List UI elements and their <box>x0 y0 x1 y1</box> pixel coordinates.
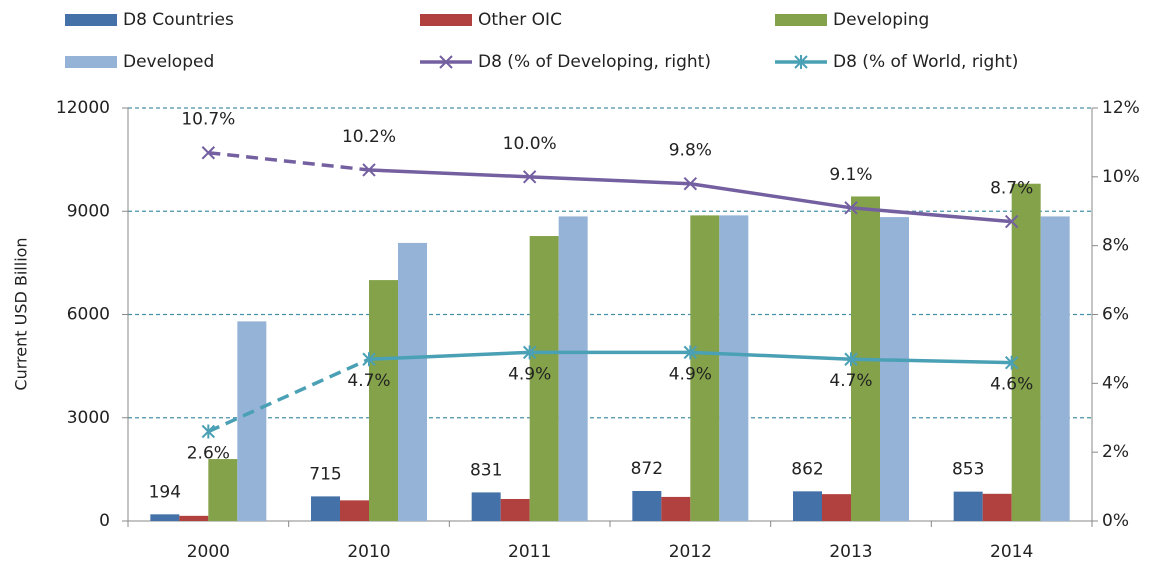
data-label: 4.9% <box>508 364 551 384</box>
y-tick-label: 3000 <box>67 408 110 428</box>
bar <box>150 514 180 521</box>
data-label: 4.9% <box>669 364 712 384</box>
data-label: 4.6% <box>990 375 1033 395</box>
legend-label: Developed <box>123 52 214 72</box>
x-tick-label: 2014 <box>990 542 1033 562</box>
legend-swatch <box>775 14 827 26</box>
line-segment <box>850 357 1012 365</box>
legend-swatch <box>65 14 117 26</box>
bar <box>340 500 369 521</box>
y2-tick-label: 12% <box>1102 98 1140 118</box>
line-marker <box>201 424 216 439</box>
y2-tick-label: 4% <box>1102 373 1129 393</box>
legend-label: Developing <box>833 10 929 30</box>
line-marker <box>522 345 537 360</box>
x-tick-label: 2013 <box>829 542 872 562</box>
line-marker <box>362 352 376 367</box>
bar <box>793 491 822 521</box>
data-label: 10.7% <box>181 110 235 130</box>
y2-tick-label: 10% <box>1102 167 1140 187</box>
bar <box>500 498 530 521</box>
line-segment <box>368 350 530 361</box>
line-segment <box>207 357 370 434</box>
legend-label: D8 (% of World, right) <box>833 52 1018 72</box>
line-marker <box>844 352 858 367</box>
x-tick-label: 2000 <box>187 542 230 562</box>
y2-tick-label: 0% <box>1102 511 1129 531</box>
legend-swatch <box>65 56 117 68</box>
legend-label: Other OIC <box>478 10 562 30</box>
bar <box>1040 216 1070 521</box>
legend-label: D8 (% of Developing, right) <box>478 52 711 72</box>
data-label: 4.7% <box>829 371 872 391</box>
bar <box>632 490 662 521</box>
line-segment <box>208 151 370 172</box>
line-marker <box>1004 355 1019 370</box>
bar <box>661 496 691 521</box>
line-marker <box>844 201 858 215</box>
bar <box>471 492 501 521</box>
line-segment <box>529 175 691 186</box>
data-label: 10.2% <box>342 127 396 147</box>
bar <box>237 321 267 521</box>
data-label: 872 <box>631 459 663 479</box>
data-label: 10.0% <box>503 134 557 154</box>
line-marker <box>522 170 537 184</box>
line-segment <box>690 350 852 361</box>
bar <box>719 215 749 521</box>
line-marker <box>362 163 376 177</box>
y2-tick-label: 8% <box>1102 236 1129 256</box>
legend-label: D8 Countries <box>123 10 234 30</box>
legend-marker <box>439 55 453 69</box>
x-tick-label: 2010 <box>347 542 390 562</box>
y-tick-label: 6000 <box>67 305 110 325</box>
bar <box>982 493 1012 521</box>
x-tick-label: 2011 <box>508 542 551 562</box>
data-label: 853 <box>952 460 984 480</box>
y-tick-label: 0 <box>99 511 110 531</box>
data-label: 715 <box>309 464 341 484</box>
bar <box>529 236 559 521</box>
bar <box>311 496 340 521</box>
bar <box>690 215 720 521</box>
line-segment <box>368 168 530 179</box>
bar <box>398 242 427 521</box>
bar <box>1011 183 1041 521</box>
data-label: 194 <box>149 482 181 502</box>
data-label: 2.6% <box>187 444 230 464</box>
legend-marker <box>794 55 808 69</box>
data-label: 8.7% <box>990 179 1033 199</box>
bar <box>369 280 398 521</box>
bar <box>880 217 909 521</box>
data-label: 9.8% <box>669 141 712 161</box>
y-tick-label: 9000 <box>67 201 110 221</box>
data-label: 862 <box>791 459 823 479</box>
x-tick-label: 2012 <box>669 542 712 562</box>
data-label: 831 <box>470 460 502 480</box>
y2-tick-label: 6% <box>1102 305 1129 325</box>
line-marker <box>683 177 698 191</box>
bar <box>558 216 588 521</box>
line-segment <box>690 181 852 210</box>
line-segment <box>850 206 1012 224</box>
y2-tick-label: 2% <box>1102 442 1129 462</box>
data-label: 9.1% <box>829 165 872 185</box>
legend-swatch <box>420 14 472 26</box>
line-marker <box>201 146 216 160</box>
y-axis-label: Current USD Billion <box>12 237 31 390</box>
bar <box>179 515 209 521</box>
y-tick-label: 12000 <box>56 98 110 118</box>
bar <box>822 494 851 521</box>
bar <box>208 459 238 521</box>
line-marker <box>1004 214 1019 229</box>
bar <box>953 491 983 521</box>
data-label: 4.7% <box>347 371 390 391</box>
line-marker <box>683 345 698 360</box>
